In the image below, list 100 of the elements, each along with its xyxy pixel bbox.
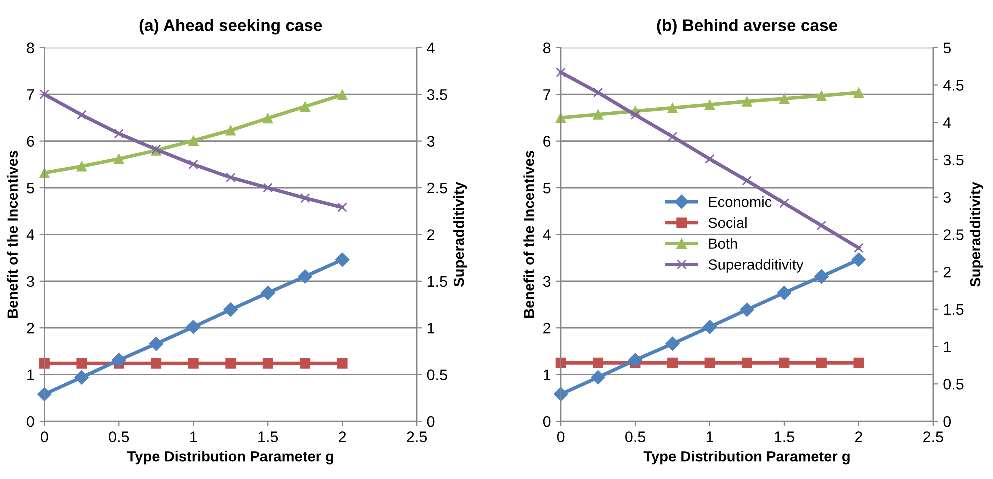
point — [226, 125, 236, 136]
point — [114, 154, 124, 164]
point — [188, 160, 198, 170]
y2-tick-label: 0 — [427, 416, 435, 428]
point — [742, 358, 752, 368]
y2-tick-label: 0.5 — [944, 379, 964, 390]
x-tick-label: 2 — [339, 432, 346, 442]
point — [337, 358, 348, 369]
x-tick-label: 1.5 — [258, 432, 278, 442]
legend-label: Economic — [709, 196, 772, 208]
y2-tick-label: 3 — [944, 192, 951, 204]
point — [628, 353, 643, 368]
y2-tick-label: 1 — [944, 342, 951, 352]
point — [263, 183, 273, 193]
y2-tick-label: 3 — [427, 136, 435, 147]
point — [556, 68, 566, 78]
point — [300, 102, 311, 112]
point — [262, 113, 274, 124]
point — [668, 102, 678, 114]
point — [704, 100, 716, 110]
x-tick-label: 2 — [855, 432, 862, 442]
point — [114, 128, 124, 139]
legend-label: Both — [709, 238, 738, 250]
point — [740, 302, 754, 318]
y-tick-label: 2 — [27, 322, 34, 334]
point — [630, 110, 640, 120]
y2-tick-label: 4.5 — [943, 80, 964, 91]
x-tick-label: 0 — [41, 432, 48, 442]
legend-label: Superadditivity — [708, 259, 804, 273]
y-tick-label: 5 — [543, 183, 551, 194]
y2-tick-label: 0.5 — [427, 370, 448, 381]
y2-tick-label: 3.5 — [944, 154, 964, 166]
y2-tick-label: 5 — [944, 42, 951, 54]
y-tick-label: 0 — [27, 416, 34, 428]
point — [816, 220, 827, 231]
point — [300, 358, 311, 369]
point — [77, 110, 87, 120]
y-tick-label: 8 — [27, 42, 34, 54]
point — [76, 358, 88, 369]
point — [262, 358, 274, 369]
x-tick-label: 2.5 — [924, 432, 944, 442]
y2-tick-label: 1 — [428, 323, 435, 334]
point — [591, 370, 606, 385]
point — [668, 132, 678, 142]
x-tick-label: 0.5 — [109, 432, 130, 442]
y2-tick-label: 2 — [944, 266, 951, 278]
point — [112, 353, 126, 368]
y2-tick-label: 1.5 — [428, 276, 448, 288]
point — [260, 286, 276, 300]
y2-tick-label: 4 — [427, 42, 435, 54]
chart-title: (b) Behind averse case — [657, 19, 838, 35]
point — [151, 358, 162, 369]
y-tick-label: 1 — [544, 370, 551, 380]
point — [39, 358, 50, 369]
y2-axis-title: Superadditivity — [454, 182, 468, 287]
point — [335, 252, 350, 268]
x-tick-label: 2.5 — [407, 432, 428, 442]
point — [742, 176, 752, 186]
y-axis-title: Benefit of the Incentives — [7, 151, 18, 318]
y-tick-label: 7 — [27, 90, 34, 100]
point — [814, 270, 829, 284]
point — [556, 358, 566, 368]
point — [816, 90, 827, 102]
y-tick-label: 2 — [544, 322, 551, 334]
y2-tick-label: 2.5 — [428, 182, 448, 194]
point — [852, 252, 866, 268]
point — [338, 202, 348, 212]
point — [188, 136, 199, 146]
point — [779, 358, 790, 368]
x-axis-title: Type Distribution Parameter g — [127, 451, 334, 465]
point — [300, 193, 310, 204]
y-tick-label: 0 — [543, 416, 551, 428]
y-tick-label: 1 — [28, 370, 34, 380]
point — [226, 358, 236, 369]
point — [666, 336, 680, 352]
y-tick-label: 4 — [26, 230, 35, 240]
point — [742, 96, 752, 107]
point — [74, 370, 90, 385]
point — [854, 88, 864, 98]
x-tick-label: 0 — [557, 432, 565, 442]
point — [854, 243, 864, 254]
point — [777, 286, 792, 300]
y2-tick-label: 3.5 — [427, 89, 448, 100]
y-axis-title: Benefit of the Incentives — [524, 151, 534, 318]
y2-axis-title: Superadditivity — [970, 182, 984, 287]
point — [226, 172, 236, 183]
y-tick-label: 3 — [543, 276, 551, 288]
point — [593, 109, 604, 120]
point — [593, 88, 604, 98]
point — [705, 154, 715, 164]
point — [298, 270, 313, 284]
point — [40, 90, 50, 100]
chart-title: (a) Ahead seeking case — [140, 19, 322, 35]
y2-tick-label: 1.5 — [944, 304, 964, 316]
y-tick-label: 6 — [27, 136, 34, 147]
y2-tick-label: 2 — [428, 230, 435, 240]
point — [186, 320, 201, 334]
x-tick-label: 0.5 — [626, 432, 646, 442]
point — [816, 358, 827, 368]
point — [780, 198, 790, 208]
